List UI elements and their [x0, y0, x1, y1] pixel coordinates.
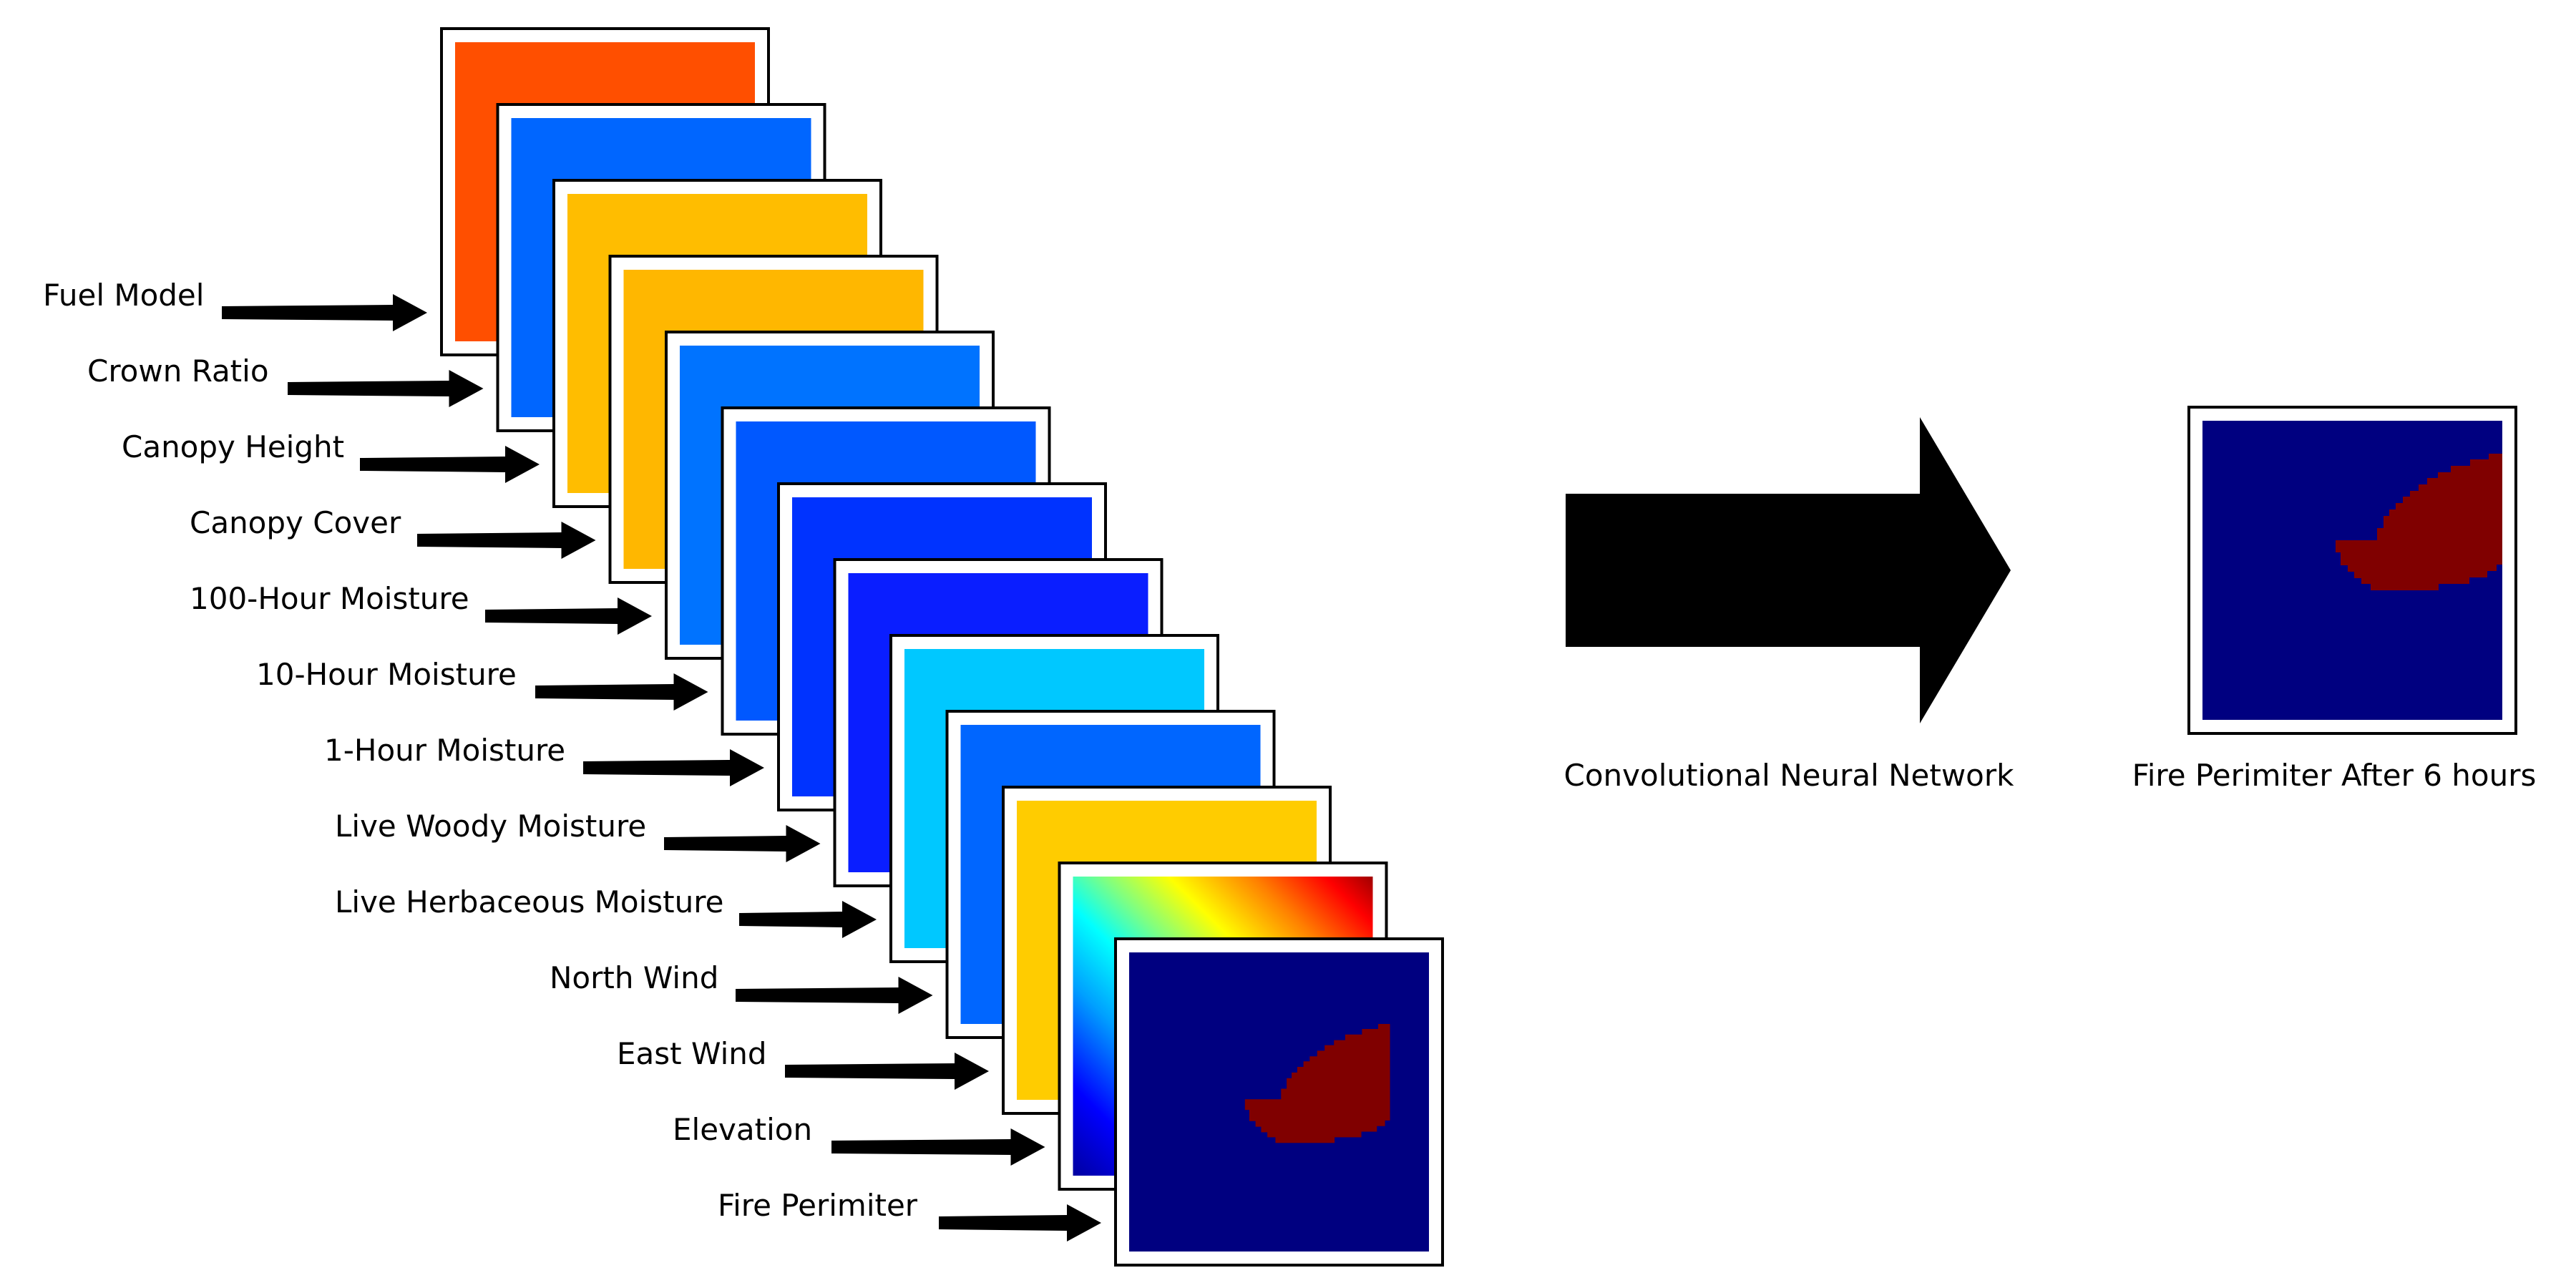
layer-label: 1-Hour Moisture — [324, 733, 565, 768]
model-label: Convolutional Neural Network — [1564, 758, 2015, 793]
layer-label: East Wind — [617, 1036, 767, 1071]
layer-label: 10-Hour Moisture — [256, 657, 517, 692]
layer-label: Crown Ratio — [87, 353, 269, 389]
model-section: Convolutional Neural Network — [1564, 417, 2015, 793]
layer-arrow-icon — [939, 1204, 1101, 1241]
layer-label: North Wind — [550, 960, 718, 995]
layer-arrow-icon — [831, 1128, 1045, 1166]
layer-arrow-icon — [288, 370, 484, 407]
layer-arrow-icon — [785, 1053, 989, 1090]
layer-arrow-icon — [485, 597, 652, 635]
layer-arrow-icon — [736, 977, 933, 1014]
layer-arrow-icon — [417, 522, 596, 559]
layer-arrow-icon — [739, 901, 877, 938]
layer-label: Elevation — [673, 1112, 812, 1147]
input-layers: Fuel Model Crown Ratio Canopy Height Canopy… — [43, 27, 1444, 1267]
layer-label: Fire Perimiter — [718, 1188, 918, 1223]
arrow-right-icon — [1566, 417, 2011, 723]
layer-arrow-icon — [222, 294, 427, 331]
layer-label: Canopy Height — [122, 429, 344, 464]
layer-arrow-icon — [583, 749, 764, 786]
layer-arrow-icon — [360, 446, 540, 483]
output-label: Fire Perimiter After 6 hours — [2132, 758, 2537, 793]
layer-label: Fuel Model — [43, 278, 204, 313]
layer-label: 100-Hour Moisture — [190, 581, 469, 616]
layer-arrow-icon — [535, 673, 708, 711]
layer-label: Live Herbaceous Moisture — [335, 884, 723, 919]
output-section: Fire Perimiter After 6 hours — [2132, 406, 2537, 793]
layer-label: Live Woody Moisture — [335, 809, 646, 844]
fire-region — [1244, 1024, 1390, 1143]
output-fire-region — [2336, 454, 2502, 590]
layer-13 — [1114, 937, 1444, 1267]
layer-label: Canopy Cover — [190, 505, 401, 540]
layer-arrow-icon — [664, 825, 821, 862]
